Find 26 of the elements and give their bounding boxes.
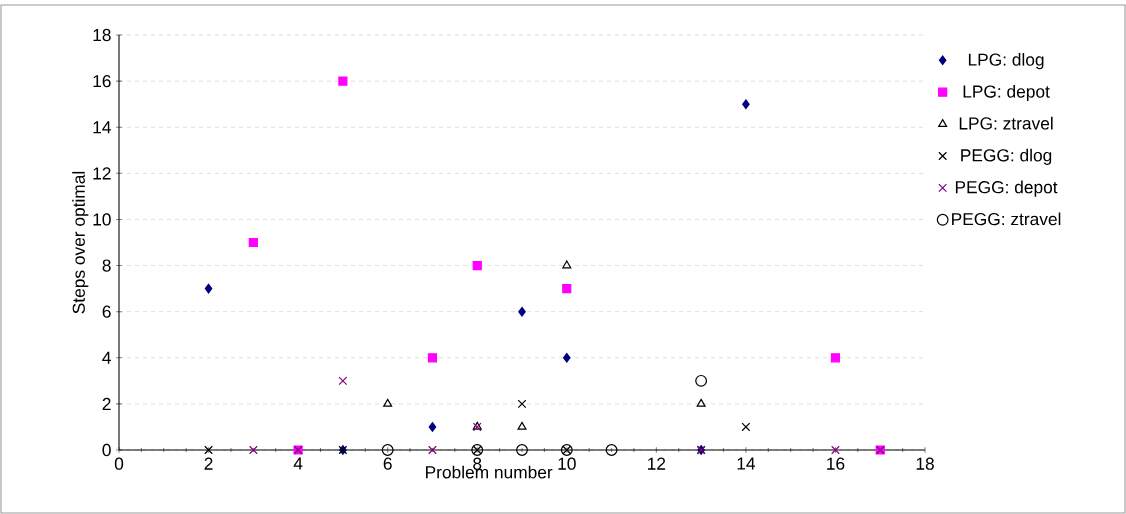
y-tick-label: 6 <box>102 305 111 318</box>
x-tick-label: 2 <box>204 457 213 470</box>
y-tick-label: 2 <box>102 397 111 410</box>
y-tick-label: 0 <box>102 443 111 457</box>
x-tick-label: 10 <box>558 457 576 470</box>
legend-label: PEGG: depot <box>955 180 1058 197</box>
legend-label: LPG: dlog <box>968 53 1044 70</box>
legend-label: PEGG: dlog <box>961 148 1052 165</box>
y-tick-label: 16 <box>93 74 111 88</box>
y-axis-title: Steps over optimal <box>72 171 89 314</box>
x-tick-label: 18 <box>916 457 934 470</box>
x-tick-label: 6 <box>383 457 392 470</box>
y-tick-label: 10 <box>93 213 111 226</box>
y-tick-label: 12 <box>93 167 111 180</box>
y-tick-label: 18 <box>93 28 111 42</box>
x-tick-label: 4 <box>293 457 303 470</box>
y-tick-label: 14 <box>93 121 111 134</box>
y-tick-label: 8 <box>102 259 111 272</box>
y-tick-label: 4 <box>102 351 111 364</box>
legend-label: LPG: ztravel <box>959 116 1053 130</box>
x-tick-label: 14 <box>737 457 756 470</box>
legend-label: LPG: depot <box>963 84 1050 102</box>
x-tick-label: 12 <box>648 457 666 470</box>
x-tick-label: 0 <box>114 457 124 470</box>
legend-label: PEGG: ztravel <box>952 212 1061 226</box>
x-tick-label: 16 <box>827 457 845 470</box>
